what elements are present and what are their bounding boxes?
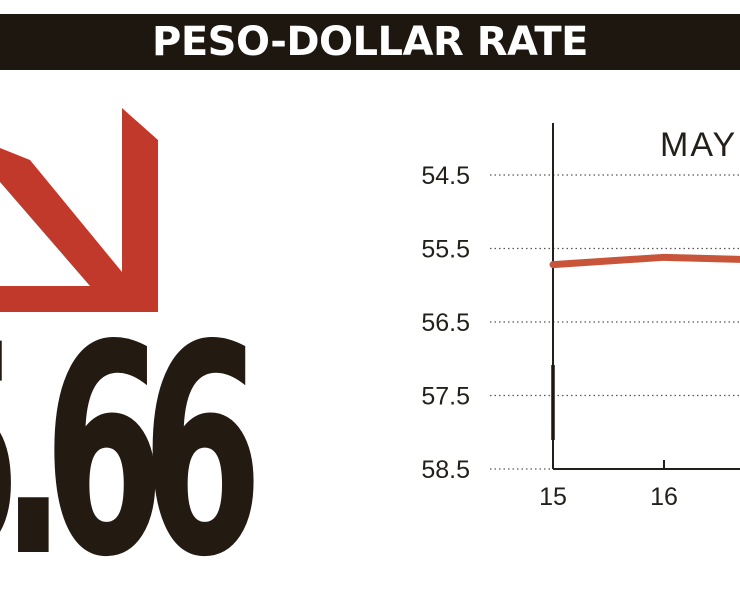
data-point [552,264,554,266]
arrow-down-right-icon [0,108,158,312]
y-tick-label: 58.5 [421,456,470,484]
y-tick-label: 54.5 [421,162,470,190]
y-tick-label: 57.5 [421,383,470,411]
y-tick-label: 55.5 [421,236,470,264]
page-title: PESO-DOLLAR RATE [152,19,588,65]
x-tick-label: 15 [539,483,567,511]
y-tick-label: 56.5 [421,309,470,337]
month-label: MAY [660,126,737,164]
current-rate-value: 5.66 [0,284,263,600]
series-line [549,253,740,269]
x-tick-label: 16 [650,483,678,511]
title-banner [0,14,740,70]
data-point [663,256,665,258]
